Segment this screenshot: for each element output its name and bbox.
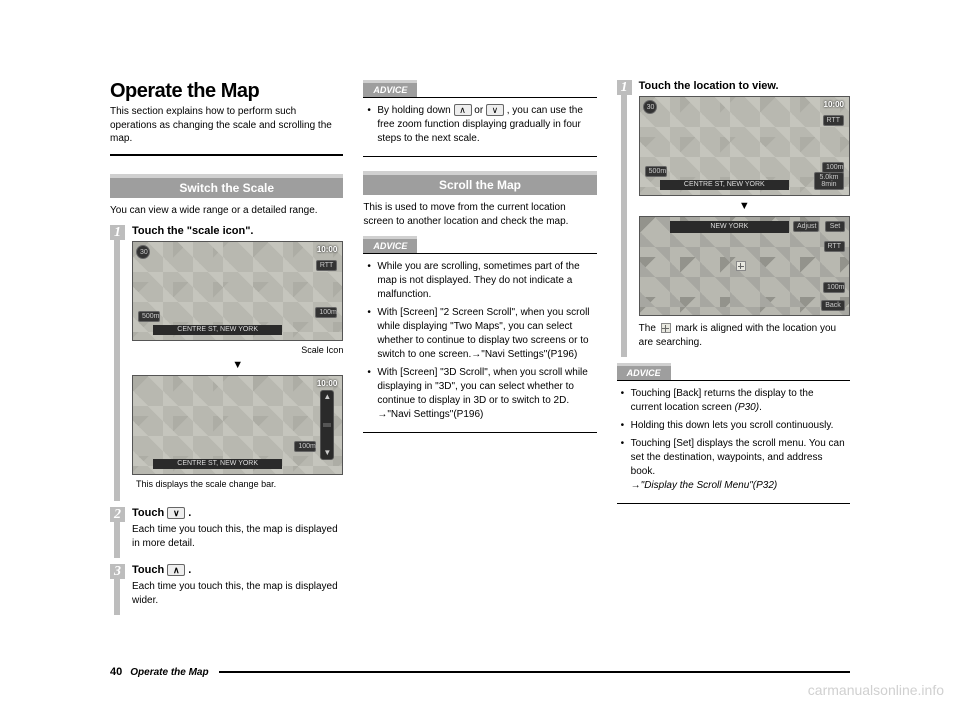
advice1-item: By holding down ∧ or ∨ , you can use the… bbox=[367, 104, 592, 146]
down-key-icon: ∨ bbox=[167, 507, 185, 519]
scale-icon-caption: Scale Icon bbox=[132, 345, 343, 355]
rtt-button[interactable]: RTT bbox=[316, 260, 337, 271]
advice-label: ADVICE bbox=[617, 363, 671, 380]
speed-sign-icon: 30 bbox=[136, 245, 150, 259]
rtt-button[interactable]: RTT bbox=[823, 115, 844, 126]
advice-label: ADVICE bbox=[363, 80, 417, 97]
scale-100-button[interactable]: 100m bbox=[294, 441, 316, 452]
advice-label: ADVICE bbox=[363, 236, 417, 253]
step2-desc: Each time you touch this, the map is dis… bbox=[132, 523, 343, 550]
column-3: 1 Touch the location to view. 10:00 30 R… bbox=[617, 80, 850, 621]
step-number-2: 2 bbox=[110, 507, 125, 522]
up-key-icon: ∧ bbox=[167, 564, 185, 576]
scale-100-button[interactable]: 100m bbox=[315, 307, 337, 318]
section-switch-scale: Switch the Scale bbox=[110, 174, 343, 198]
scale-button[interactable]: 500m bbox=[138, 311, 160, 322]
scale-change-bar[interactable]: ▲ ▼ bbox=[320, 390, 334, 460]
shot-time: 10:00 bbox=[317, 245, 337, 254]
crosshair-icon bbox=[736, 261, 746, 271]
touch-location-title: Touch the location to view. bbox=[639, 80, 850, 92]
screenshot-map-4: NEW YORK Adjust Set RTT 100m Back bbox=[639, 216, 850, 316]
down-key-icon: ∨ bbox=[486, 104, 504, 116]
touch-location-step: 1 Touch the location to view. 10:00 30 R… bbox=[617, 80, 850, 357]
page-number: 40 bbox=[110, 666, 122, 678]
step-3: 3 Touch ∧ . Each time you touch this, th… bbox=[110, 564, 343, 615]
advice2-item-2: With [Screen] "2 Screen Scroll", when yo… bbox=[367, 306, 592, 362]
step-number-1: 1 bbox=[617, 80, 632, 95]
advice2-item-3: With [Screen] "3D Scroll", when you scro… bbox=[367, 366, 592, 422]
speed-sign-icon: 30 bbox=[643, 100, 657, 114]
shot-street: NEW YORK bbox=[670, 221, 789, 233]
adjust-button[interactable]: Adjust bbox=[793, 221, 819, 232]
scale-up-icon[interactable]: ▲ bbox=[323, 393, 331, 401]
step-number-3: 3 bbox=[110, 564, 125, 579]
advice-box-2: While you are scrolling, sometimes part … bbox=[363, 253, 596, 433]
advice3-item-2: Holding this down lets you scroll contin… bbox=[621, 419, 846, 433]
watermark: carmanualsonline.info bbox=[808, 682, 944, 698]
rtt-button[interactable]: RTT bbox=[824, 241, 845, 252]
page-subtitle: This section explains how to perform suc… bbox=[110, 105, 343, 146]
step3-desc: Each time you touch this, the map is dis… bbox=[132, 580, 343, 607]
crosshair-note: The mark is aligned with the location yo… bbox=[639, 322, 850, 349]
dist-label: 5.0km8min bbox=[814, 172, 844, 190]
section-scroll-map: Scroll the Map bbox=[363, 171, 596, 195]
shot-street: CENTRE ST, NEW YORK bbox=[153, 459, 282, 469]
title-rule bbox=[110, 154, 343, 156]
scale-100-button[interactable]: 100m bbox=[823, 282, 845, 293]
scale-down-icon[interactable]: ▼ bbox=[323, 449, 331, 457]
screenshot-map-1: 10:00 30 RTT 100m 500m CENTRE ST, NEW YO… bbox=[132, 241, 343, 341]
page-title: Operate the Map bbox=[110, 80, 343, 103]
crosshair-icon bbox=[661, 323, 671, 333]
back-button[interactable]: Back bbox=[821, 300, 845, 311]
step2-title: Touch ∨ . bbox=[132, 507, 343, 519]
step-1: 1 Touch the "scale icon". 10:00 30 RTT 1… bbox=[110, 225, 343, 501]
shot-time: 10:00 bbox=[317, 379, 337, 388]
advice2-item-1: While you are scrolling, sometimes part … bbox=[367, 260, 592, 302]
switch-scale-intro: You can view a wide range or a detailed … bbox=[110, 204, 343, 218]
down-arrow-icon: ▼ bbox=[132, 359, 343, 371]
advice3-item-3: Touching [Set] displays the scroll menu.… bbox=[621, 437, 846, 493]
step3-title: Touch ∧ . bbox=[132, 564, 343, 576]
shot-time: 10:00 bbox=[824, 100, 844, 109]
step1-result: This displays the scale change bar. bbox=[132, 479, 343, 489]
screenshot-map-2: 10:00 ▲ ▼ 100m CENTRE ST, NEW YORK bbox=[132, 375, 343, 475]
advice3-item-1: Touching [Back] returns the display to t… bbox=[621, 387, 846, 415]
shot-street: CENTRE ST, NEW YORK bbox=[153, 325, 282, 335]
step-number-1: 1 bbox=[110, 225, 125, 240]
shot-street: CENTRE ST, NEW YORK bbox=[660, 180, 789, 190]
scale-button[interactable]: 500m bbox=[645, 166, 667, 177]
screenshot-map-3: 10:00 30 RTT 100m 500m CENTRE ST, NEW YO… bbox=[639, 96, 850, 196]
advice-box-3: Touching [Back] returns the display to t… bbox=[617, 380, 850, 504]
page-footer: 40 Operate the Map bbox=[110, 666, 850, 678]
column-2: ADVICE By holding down ∧ or ∨ , you can … bbox=[363, 80, 596, 621]
footer-rule bbox=[219, 671, 850, 673]
footer-title: Operate the Map bbox=[130, 667, 208, 678]
down-arrow-icon: ▼ bbox=[639, 200, 850, 212]
step-2: 2 Touch ∨ . Each time you touch this, th… bbox=[110, 507, 343, 558]
up-key-icon: ∧ bbox=[454, 104, 472, 116]
scroll-map-intro: This is used to move from the current lo… bbox=[363, 201, 596, 228]
column-1: Operate the Map This section explains ho… bbox=[110, 80, 343, 621]
step1-title: Touch the "scale icon". bbox=[132, 225, 343, 237]
set-button[interactable]: Set bbox=[825, 221, 845, 232]
advice-box-1: By holding down ∧ or ∨ , you can use the… bbox=[363, 97, 596, 157]
